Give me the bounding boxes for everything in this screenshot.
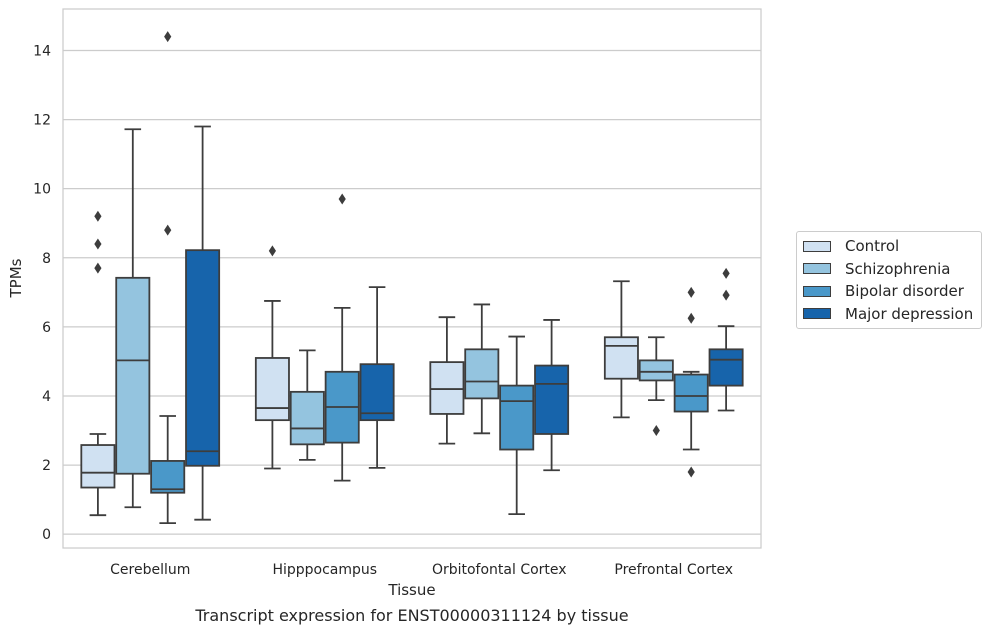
outlier-point xyxy=(164,224,172,236)
outlier-point xyxy=(722,289,730,301)
legend: Control Schizophrenia Bipolar disorder Majo… xyxy=(796,231,982,329)
outlier-point xyxy=(687,312,695,324)
box-control xyxy=(603,280,639,419)
box-major-depression xyxy=(359,286,395,469)
outlier-point xyxy=(687,286,695,298)
box-bipolar-disorder xyxy=(499,335,535,516)
y-tick-label: 8 xyxy=(42,251,51,267)
box-major-depression xyxy=(534,319,570,472)
box-iqr xyxy=(254,357,290,422)
plot-frame xyxy=(62,8,762,549)
box-control xyxy=(80,210,116,517)
y-tick-label: 12 xyxy=(33,113,51,129)
box-iqr xyxy=(708,348,744,387)
legend-swatch xyxy=(803,308,831,320)
outlier-point xyxy=(164,31,172,43)
legend-label: Major depression xyxy=(845,304,974,323)
y-tick-label: 14 xyxy=(33,43,51,59)
legend-swatch xyxy=(803,285,831,297)
legend-swatch xyxy=(803,240,831,252)
y-tick-label: 2 xyxy=(42,458,51,474)
outlier-point xyxy=(687,466,695,478)
box-iqr xyxy=(80,444,116,489)
legend-item: Schizophrenia xyxy=(797,258,981,281)
outlier-point xyxy=(652,425,660,437)
y-tick-label: 6 xyxy=(42,320,51,336)
box-iqr xyxy=(429,361,465,415)
box-schizophrenia xyxy=(638,336,674,437)
x-tick-label: Cerebellum xyxy=(110,562,190,578)
box-schizophrenia xyxy=(464,303,500,435)
box-major-depression xyxy=(185,125,221,521)
x-tick-label: Prefrontal Cortex xyxy=(614,562,733,578)
box-control xyxy=(254,245,290,470)
chart-caption: Transcript expression for ENST0000031112… xyxy=(195,606,629,625)
legend-item: Control xyxy=(797,235,981,258)
box-iqr xyxy=(603,336,639,380)
box-iqr xyxy=(115,276,151,475)
outlier-point xyxy=(268,245,276,257)
legend-item: Major depression xyxy=(797,303,981,326)
box-iqr xyxy=(499,384,535,451)
box-major-depression xyxy=(708,267,744,412)
box-iqr xyxy=(673,373,709,413)
x-tick-label: Hipppocampus xyxy=(272,562,377,578)
legend-label: Control xyxy=(845,237,900,256)
y-tick-label: 4 xyxy=(42,389,51,405)
y-tick-label: 10 xyxy=(33,182,51,198)
outlier-point xyxy=(94,210,102,222)
y-tick-label: 0 xyxy=(42,527,51,543)
box-schizophrenia xyxy=(115,128,151,509)
x-tick-labels: Cerebellum Hipppocampus Orbitofontal Corte… xyxy=(110,562,733,578)
legend-label: Schizophrenia xyxy=(845,259,951,278)
outlier-point xyxy=(722,267,730,279)
box-schizophrenia xyxy=(289,349,325,461)
box-bipolar-disorder xyxy=(150,31,186,525)
x-tick-label: Orbitofontal Cortex xyxy=(432,562,567,578)
boxes xyxy=(80,31,744,525)
box-iqr xyxy=(359,363,395,422)
box-iqr xyxy=(464,348,500,400)
box-iqr xyxy=(150,460,186,494)
outlier-point xyxy=(94,238,102,250)
y-axis-title: TPMs xyxy=(7,258,25,298)
legend-item: Bipolar disorder xyxy=(797,280,981,303)
box-iqr xyxy=(185,249,221,467)
y-tick-labels: 0 2 4 6 8 10 12 14 xyxy=(33,43,51,543)
outlier-point xyxy=(338,193,346,205)
box-iqr xyxy=(638,359,674,382)
box-iqr xyxy=(534,364,570,435)
box-iqr xyxy=(289,390,325,446)
box-control xyxy=(429,316,465,445)
box-bipolar-disorder xyxy=(324,193,360,482)
legend-label: Bipolar disorder xyxy=(845,282,964,301)
box-bipolar-disorder xyxy=(673,286,709,478)
x-axis-title: Tissue xyxy=(387,581,435,599)
legend-swatch xyxy=(803,263,831,275)
outlier-point xyxy=(94,262,102,274)
